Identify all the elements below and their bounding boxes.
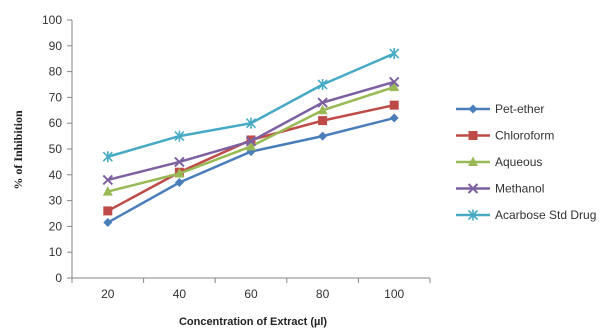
series-aqueous <box>102 81 400 196</box>
marker-stroke <box>388 76 400 88</box>
legend-label: Methanol <box>495 182 544 196</box>
legend-item: Methanol <box>456 182 544 196</box>
data-point <box>317 79 328 90</box>
data-point <box>389 100 399 110</box>
legend-marker <box>468 131 478 140</box>
legend-marker <box>467 209 479 221</box>
y-tick-label: 20 <box>49 219 63 233</box>
legend-item: Aqueous <box>456 155 542 169</box>
legend-item: Acarbose Std Drug <box>456 208 596 222</box>
y-tick-label: 60 <box>49 116 63 130</box>
data-point <box>102 174 114 186</box>
legend-label: Acarbose Std Drug <box>495 208 596 222</box>
legend-label: Pet-ether <box>495 102 544 116</box>
y-tick-label: 70 <box>49 90 63 104</box>
legend-marker <box>467 183 479 194</box>
y-tick-label: 30 <box>49 194 63 208</box>
data-point <box>318 131 328 141</box>
x-axis-title: Concentration of Extract (µl) <box>179 316 327 328</box>
data-point <box>318 116 328 126</box>
series-line <box>107 80 395 182</box>
data-point <box>174 178 184 188</box>
data-point <box>246 140 256 151</box>
y-tick-label: 90 <box>49 39 63 53</box>
legend-item: Pet-ether <box>456 102 544 116</box>
series-methanol <box>102 76 400 186</box>
y-tick-label: 100 <box>42 13 62 27</box>
series-acarbose-std-drug <box>102 48 400 163</box>
y-tick-label: 40 <box>49 168 63 182</box>
y-axis-title: % of Inhibition <box>11 110 25 190</box>
data-point <box>389 48 400 60</box>
x-tick-label: 40 <box>173 287 187 301</box>
legend-item: Chloroform <box>456 129 554 143</box>
data-point <box>102 151 113 163</box>
marker-stroke <box>467 183 479 194</box>
data-point <box>102 186 113 196</box>
y-axis-ticks: 0 10 20 30 40 50 60 70 80 90 100 <box>42 13 72 285</box>
y-tick-label: 50 <box>49 142 63 156</box>
x-tick-label: 60 <box>244 287 258 301</box>
y-tick-label: 10 <box>49 245 63 259</box>
x-tick-label: 100 <box>384 287 404 301</box>
x-tick-label: 20 <box>101 287 115 301</box>
data-point <box>103 218 113 228</box>
data-point <box>317 104 328 115</box>
y-tick-label: 80 <box>49 65 63 79</box>
data-point <box>389 113 399 123</box>
legend: Pet-ether Chloroform Aqueous Methanol Acarbo… <box>456 102 596 222</box>
plot-area <box>102 48 400 228</box>
series-pet-ether <box>103 113 399 228</box>
legend-label: Aqueous <box>495 155 542 169</box>
legend-marker <box>468 156 478 166</box>
data-point <box>245 117 257 129</box>
data-point <box>174 156 185 168</box>
data-point <box>388 76 400 88</box>
legend-marker <box>468 104 478 114</box>
marker-stroke <box>245 136 257 147</box>
data-point <box>103 206 113 216</box>
marker-stroke <box>317 97 328 108</box>
data-point <box>245 136 257 147</box>
marker-stroke <box>102 174 114 186</box>
data-point <box>174 168 185 178</box>
data-point <box>174 130 185 142</box>
x-tick-label: 80 <box>316 287 330 301</box>
y-tick-label: 0 <box>55 271 62 285</box>
x-axis-ticks: 20 40 60 80 100 <box>71 278 431 301</box>
legend-label: Chloroform <box>495 129 554 143</box>
data-point <box>317 97 328 108</box>
marker-stroke <box>174 156 185 168</box>
data-point <box>389 81 400 92</box>
